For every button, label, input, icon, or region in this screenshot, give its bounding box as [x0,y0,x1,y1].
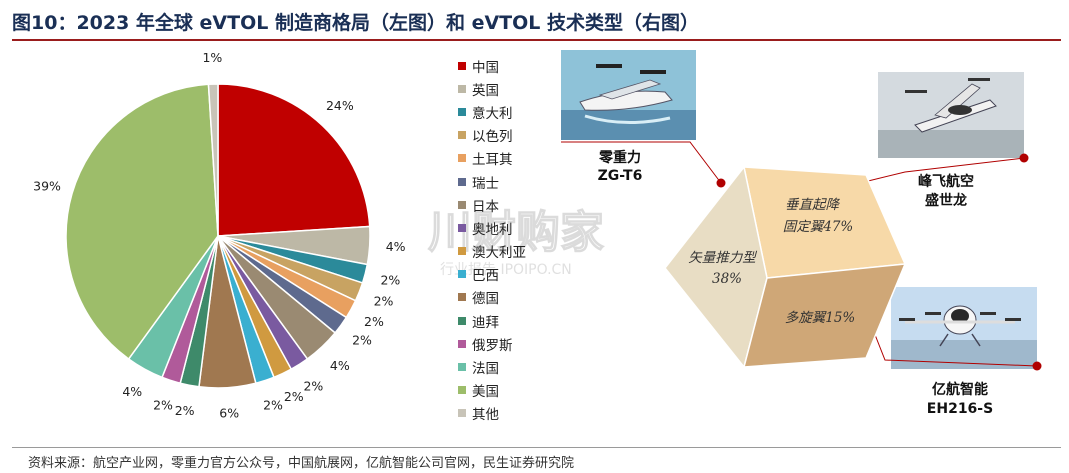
pie-slice [65,83,219,361]
shengshilong-aircraft-image [878,72,1024,158]
pie-slice-label: 2% [153,397,173,412]
pie-slice-label: 2% [380,272,400,287]
legend-item: 迪拜 [458,309,568,332]
legend-swatch [458,316,466,325]
pie-legend: 中国英国意大利以色列土耳其瑞士日本奥地利澳大利亚巴西德国迪拜俄罗斯法国美国其他 [458,54,568,425]
legend-label: 澳大利亚 [472,245,526,262]
legend-label: 瑞士 [472,175,499,192]
legend-label: 以色列 [472,129,513,146]
eh216-aircraft-image [891,287,1037,369]
pie-slice-label: 2% [263,397,283,412]
legend-label: 日本 [472,198,499,215]
legend-label: 俄罗斯 [472,337,513,354]
legend-item: 日本 [458,193,568,216]
legend-item: 法国 [458,355,568,378]
pie-slice-label: 6% [219,406,239,421]
cube-fixed-wing-label-1: 垂直起降 [785,197,840,213]
pie-slice-label: 2% [352,333,372,348]
legend-item: 瑞士 [458,170,568,193]
legend-swatch [458,270,466,279]
pie-slice-label: 1% [202,50,222,65]
legend-item: 中国 [458,54,568,77]
legend-label: 巴西 [472,268,499,285]
legend-item: 其他 [458,402,568,425]
title-rule [12,39,1061,41]
page-title: 图10：2023 年全球 eVTOL 制造商格局（左图）和 eVTOL 技术类型… [12,12,700,34]
legend-swatch [458,107,466,116]
cube-fixed-wing-label-2: 固定翼47% [783,219,854,235]
callout-autoflight-model: 盛世龙 [925,192,967,209]
legend-label: 其他 [472,407,499,424]
legend-label: 美国 [472,384,499,401]
legend-swatch [458,409,466,418]
callout-zg-t6-model: ZG-T6 [598,168,643,184]
legend-item: 土耳其 [458,147,568,170]
legend-item: 澳大利亚 [458,240,568,263]
legend-label: 法国 [472,361,499,378]
cube-face-multirotor [743,263,907,368]
legend-swatch [458,177,466,186]
legend-swatch [458,61,466,70]
watermark-sub: 行业报告 IPOIPO.CN [440,262,572,278]
legend-label: 意大利 [472,105,513,122]
legend-swatch [458,363,466,372]
callout-zg-t6-name: 零重力 [598,149,641,166]
watermark: 川财购家 行业报告 IPOIPO.CN [427,206,604,278]
legend-swatch [458,223,466,232]
zg-t6-aircraft-image [561,50,696,140]
legend-swatch [458,247,466,256]
source-note: 资料来源：航空产业网，零重力官方公众号，中国航展网，亿航智能公司官网，民生证券研… [28,456,575,471]
watermark-main: 川财购家 [428,207,604,258]
pie-slice-label: 4% [386,239,406,254]
legend-label: 奥地利 [472,221,513,238]
cube-vector-thrust-label-1: 矢量推力型 [688,250,757,266]
pie-chart: 24%4%2%2%2%2%4%2%2%2%6%2%2%4%39%1% [33,50,406,421]
legend-swatch [458,200,466,209]
legend-item: 英国 [458,77,568,100]
callout-autoflight-name: 峰飞航空 [918,173,974,190]
legend-item: 俄罗斯 [458,332,568,355]
legend-item: 奥地利 [458,216,568,239]
legend-swatch [458,386,466,395]
legend-label: 德国 [472,291,499,308]
legend-swatch [458,84,466,93]
legend-swatch [458,154,466,163]
cube-vector-thrust-label-2: 38% [712,271,742,287]
pie-slice-label: 24% [326,98,354,113]
legend-item: 以色列 [458,124,568,147]
pie-slice-label: 39% [33,178,61,193]
legend-item: 意大利 [458,100,568,123]
legend-label: 中国 [472,59,499,76]
legend-label: 迪拜 [472,314,499,331]
pie-slice-label: 2% [364,314,384,329]
legend-label: 土耳其 [472,152,513,169]
pie-slice [207,83,219,237]
legend-swatch [458,339,466,348]
legend-item: 德国 [458,286,568,309]
footer-rule [12,447,1061,448]
pie-slice-label: 4% [122,384,142,399]
pie-slice-label: 2% [374,294,394,309]
legend-item: 巴西 [458,263,568,286]
pie-slice-label: 4% [330,358,350,373]
legend-item: 美国 [458,379,568,402]
cube-multirotor-label: 多旋翼15% [785,310,856,326]
pie-slice-label: 2% [175,403,195,418]
pie-slice [217,83,371,237]
callout-ehang-name: 亿航智能 [932,381,988,398]
pie-slice-label: 2% [284,389,304,404]
technology-type-cube [664,165,907,369]
legend-swatch [458,293,466,302]
pie-slice-label: 2% [303,378,323,393]
callout-ehang-model: EH216-S [927,401,993,417]
legend-swatch [458,131,466,140]
legend-label: 英国 [472,82,499,99]
